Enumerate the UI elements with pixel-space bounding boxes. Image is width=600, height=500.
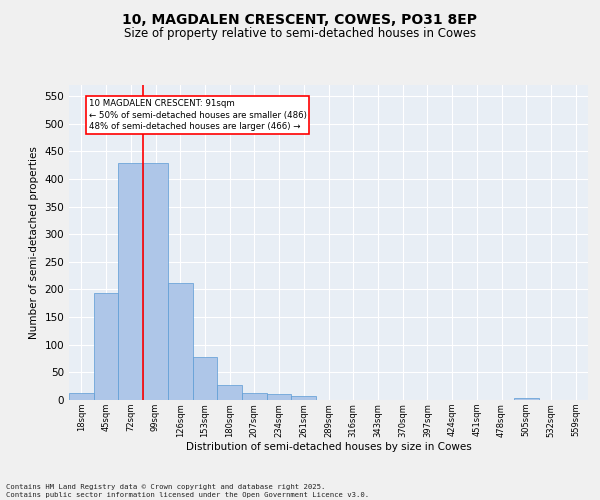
Y-axis label: Number of semi-detached properties: Number of semi-detached properties [29,146,39,339]
Text: Contains HM Land Registry data © Crown copyright and database right 2025.
Contai: Contains HM Land Registry data © Crown c… [6,484,369,498]
Bar [168,283,193,400]
Bar [118,164,143,400]
Bar [217,385,242,400]
Bar [267,394,292,400]
Bar [143,164,168,400]
Bar [193,358,217,400]
Text: 10 MAGDALEN CRESCENT: 91sqm
← 50% of semi-detached houses are smaller (486)
48% : 10 MAGDALEN CRESCENT: 91sqm ← 50% of sem… [89,99,307,132]
Text: 10, MAGDALEN CRESCENT, COWES, PO31 8EP: 10, MAGDALEN CRESCENT, COWES, PO31 8EP [122,12,478,26]
Text: Size of property relative to semi-detached houses in Cowes: Size of property relative to semi-detach… [124,28,476,40]
Bar [514,398,539,400]
Bar [69,394,94,400]
X-axis label: Distribution of semi-detached houses by size in Cowes: Distribution of semi-detached houses by … [185,442,472,452]
Bar [242,394,267,400]
Bar [94,294,118,400]
Bar [292,396,316,400]
